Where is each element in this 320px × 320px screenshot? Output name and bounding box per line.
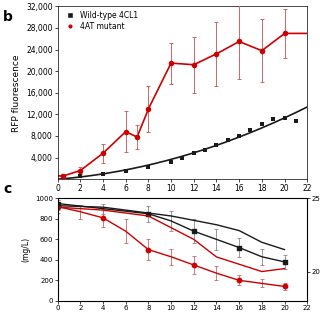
- Point: [259, 48, 264, 53]
- Text: c: c: [3, 182, 12, 196]
- Y-axis label: RFP fluorescence: RFP fluorescence: [12, 54, 20, 132]
- Point: [214, 51, 219, 56]
- Point: [282, 31, 287, 36]
- Point: [55, 204, 60, 209]
- Legend: Wild-type 4CL1, 4AT mutant: Wild-type 4CL1, 4AT mutant: [61, 10, 139, 31]
- Point: [61, 174, 66, 180]
- Y-axis label: (mg/L): (mg/L): [21, 237, 30, 262]
- Point: [146, 211, 151, 216]
- Point: [282, 259, 287, 264]
- Point: [146, 165, 151, 170]
- Point: [236, 39, 242, 44]
- X-axis label: Time (h): Time (h): [159, 199, 205, 209]
- Point: [180, 155, 185, 160]
- Point: [123, 129, 128, 134]
- Point: [236, 245, 242, 250]
- Point: [293, 118, 299, 124]
- Point: [271, 116, 276, 121]
- Point: [214, 142, 219, 147]
- Point: [146, 107, 151, 112]
- Point: [78, 173, 83, 179]
- Point: [78, 168, 83, 173]
- Point: [134, 134, 140, 140]
- Point: [225, 138, 230, 143]
- Point: [169, 60, 174, 66]
- Point: [191, 228, 196, 234]
- Point: [248, 127, 253, 132]
- Point: [100, 172, 106, 177]
- Point: [100, 215, 106, 220]
- Point: [282, 284, 287, 289]
- Point: [191, 262, 196, 268]
- Point: [61, 173, 66, 179]
- Point: [146, 247, 151, 252]
- Point: [259, 122, 264, 127]
- Point: [123, 169, 128, 174]
- Point: [203, 147, 208, 152]
- Point: [191, 151, 196, 156]
- Point: [55, 201, 60, 206]
- Point: [236, 278, 242, 283]
- Point: [191, 62, 196, 67]
- Point: [169, 159, 174, 164]
- Point: [236, 133, 242, 139]
- Point: [282, 115, 287, 120]
- Text: b: b: [3, 10, 13, 24]
- Point: [100, 151, 106, 156]
